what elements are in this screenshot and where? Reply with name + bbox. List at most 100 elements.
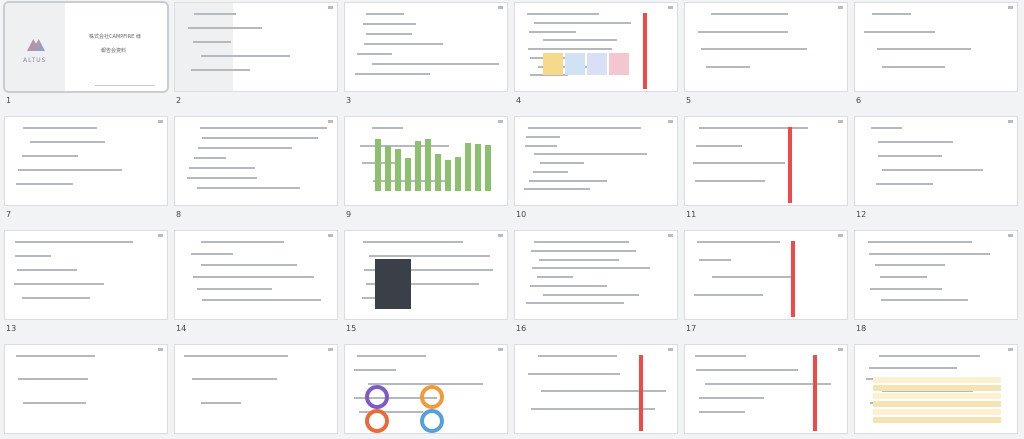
slide-number: 18	[856, 324, 867, 333]
highlight	[790, 241, 795, 317]
text-line	[362, 23, 417, 25]
slide-thumbnail[interactable]	[515, 231, 677, 319]
text-line	[542, 293, 639, 296]
text-line	[16, 355, 95, 357]
text-line	[530, 74, 568, 77]
slide-thumbnail[interactable]	[5, 231, 167, 319]
text-line	[879, 276, 928, 278]
text-line	[192, 276, 314, 278]
text-line	[366, 33, 413, 35]
text-line	[29, 141, 105, 143]
slide-thumbnail[interactable]	[175, 345, 337, 433]
corner-logo	[668, 234, 673, 237]
text-line	[698, 127, 808, 129]
slide-thumbnail[interactable]	[685, 117, 847, 205]
corner-logo	[1008, 234, 1013, 237]
donut	[420, 409, 444, 433]
slide-thumbnail[interactable]	[855, 117, 1017, 205]
text-line	[184, 355, 289, 357]
highlight	[639, 355, 644, 431]
text-line	[372, 127, 403, 129]
text-line	[697, 241, 780, 243]
corner-logo	[1008, 120, 1013, 123]
table-row	[873, 401, 1001, 407]
donut	[365, 385, 389, 409]
slide-thumbnail[interactable]	[345, 231, 507, 319]
text-line	[877, 155, 942, 157]
text-line	[14, 255, 52, 257]
bar	[395, 149, 401, 191]
text-line	[538, 258, 619, 261]
text-line	[357, 355, 427, 357]
text-line	[539, 162, 585, 164]
bar	[375, 139, 381, 191]
text-line	[882, 390, 974, 392]
table-row	[873, 377, 1001, 383]
slide-thumbnail[interactable]	[685, 3, 847, 91]
text-line	[712, 276, 794, 278]
text-line	[21, 155, 79, 157]
corner-logo	[158, 348, 163, 351]
text-line	[17, 169, 123, 171]
cover-panel	[175, 3, 233, 91]
text-line	[867, 241, 972, 243]
corner-logo	[668, 6, 673, 9]
slide-thumbnail[interactable]	[345, 345, 507, 433]
slide-thumbnail[interactable]	[855, 231, 1017, 319]
slide-thumbnail[interactable]	[515, 3, 677, 91]
slide-thumbnail[interactable]	[175, 231, 337, 319]
text-line	[527, 127, 641, 129]
slide-thumbnail[interactable]	[345, 3, 507, 91]
text-line	[189, 167, 256, 169]
corner-logo	[838, 348, 843, 351]
slide-thumbnail[interactable]	[345, 117, 507, 205]
slide-thumbnail[interactable]	[685, 231, 847, 319]
text-line	[196, 287, 273, 290]
slide-thumbnail[interactable]	[515, 117, 677, 205]
table-row	[873, 417, 1001, 423]
text-line	[194, 157, 227, 159]
text-line	[872, 13, 912, 15]
text-line	[192, 378, 278, 381]
text-line	[694, 355, 746, 357]
slide-thumbnail[interactable]	[175, 3, 337, 91]
corner-logo	[668, 120, 673, 123]
slide-thumbnail[interactable]	[685, 345, 847, 433]
text-line	[875, 183, 933, 185]
corner-logo	[328, 120, 333, 123]
slide-thumbnail[interactable]	[855, 345, 1017, 433]
text-line	[371, 63, 499, 65]
text-line	[878, 141, 954, 143]
text-line	[528, 30, 576, 33]
text-line	[197, 147, 292, 149]
text-line	[527, 48, 613, 50]
text-line	[201, 241, 284, 243]
corner-logo	[328, 348, 333, 351]
text-line	[366, 13, 404, 15]
text-line	[14, 241, 133, 243]
corner-logo	[668, 348, 673, 351]
slide-number: 9	[346, 210, 352, 219]
text-line	[526, 135, 561, 138]
corner-logo	[838, 234, 843, 237]
logo: ALTUS	[23, 57, 47, 64]
box	[565, 53, 585, 75]
text-line	[542, 39, 618, 42]
text-line	[869, 252, 990, 255]
slide-thumbnail[interactable]	[175, 117, 337, 205]
text-line	[534, 21, 632, 24]
corner-logo	[498, 120, 503, 123]
text-line	[706, 65, 750, 68]
text-line	[201, 137, 318, 139]
text-line	[534, 241, 630, 243]
text-line	[530, 249, 636, 252]
slide-thumbnail[interactable]	[5, 345, 167, 433]
text-line	[540, 390, 666, 392]
slide-thumbnail[interactable]	[855, 3, 1017, 91]
slide-thumbnail[interactable]: ALTUS 株式会社CAMPFIRE 様報告会資料	[5, 3, 167, 91]
slide-thumbnail[interactable]	[515, 345, 677, 433]
slide-thumbnail[interactable]	[5, 117, 167, 205]
table-row	[873, 409, 1001, 415]
title: 株式会社CAMPFIRE 様	[89, 34, 141, 40]
